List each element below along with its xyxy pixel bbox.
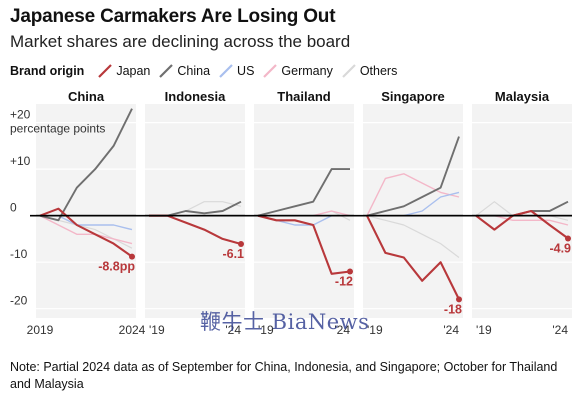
panel-title: China <box>68 89 105 104</box>
footnote: Note: Partial 2024 data as of September … <box>10 360 558 391</box>
panel-title: Malaysia <box>495 89 550 104</box>
y-unit-label: percentage points <box>10 122 105 136</box>
legend-item-us: US <box>219 64 254 78</box>
x-tick-label: '24 <box>225 323 241 337</box>
legend-label-germany: Germany <box>281 64 333 78</box>
panel-title: Singapore <box>381 89 445 104</box>
legend-item-germany: Germany <box>263 64 333 78</box>
series-line-japan <box>257 214 351 275</box>
series-line-germany <box>39 215 133 245</box>
x-tick-label: '24 <box>443 323 459 337</box>
x-tick-label: '19 <box>149 323 165 337</box>
legend-label-china: China <box>177 64 211 78</box>
legend-swatch-japan <box>98 64 113 78</box>
japan-end-label: -4.9 <box>549 241 571 255</box>
small-multiples-chart: +20 +10 0 -10 -20 percentage points China 2019 2… <box>10 89 572 337</box>
legend-swatch-germany <box>263 64 278 78</box>
japan-end-point <box>347 268 353 275</box>
y-tick-label: +20 <box>10 108 31 122</box>
legend-item-others: Others <box>342 64 398 78</box>
y-tick-label: -20 <box>10 294 28 308</box>
x-tick-label: 2024 <box>119 323 146 337</box>
japan-end-point <box>565 235 571 242</box>
series-line-china <box>366 136 460 217</box>
legend-label-us: US <box>237 64 255 78</box>
panel-background-2 <box>254 104 354 318</box>
watermark: 鞭牛士 BiaNews <box>200 310 370 334</box>
series-line-japan <box>475 209 569 240</box>
y-tick-label: 0 <box>10 201 17 215</box>
panel-title: Indonesia <box>165 89 226 104</box>
japan-end-point <box>129 253 135 260</box>
chart-title: Japanese Carmakers Are Losing Out <box>10 6 336 27</box>
x-tick-label: '19 <box>476 323 492 337</box>
series-line-germany <box>366 173 460 217</box>
japan-end-label: -6.1 <box>222 247 244 261</box>
series-line-japan <box>39 207 133 258</box>
x-tick-label: '24 <box>334 323 350 337</box>
chart-subtitle: Market shares are declining across the b… <box>10 32 351 51</box>
legend-swatch-china <box>159 64 174 78</box>
panel-background-4 <box>472 104 572 318</box>
panel-background-3 <box>363 104 463 318</box>
panel-title: Thailand <box>277 89 331 104</box>
panel-background-1 <box>145 104 245 318</box>
japan-end-label: -18 <box>444 302 462 316</box>
x-tick-label: '19 <box>367 323 383 337</box>
legend-label-japan: Japan <box>116 64 151 78</box>
legend-swatch-others <box>342 64 356 78</box>
series-line-china <box>257 168 350 217</box>
japan-end-label: -8.8pp <box>98 260 135 274</box>
legend-label-others: Others <box>359 64 398 78</box>
series-line-others <box>366 215 460 258</box>
series-line-china <box>39 108 133 222</box>
series-line-japan <box>366 215 460 300</box>
japan-end-point <box>456 296 462 303</box>
y-tick-label: -10 <box>10 247 28 261</box>
japan-end-label: -12 <box>335 274 353 288</box>
legend-item-china: China <box>159 64 210 78</box>
legend: Brand origin Japan China US Germany Othe… <box>10 64 406 78</box>
japan-end-point <box>238 241 244 248</box>
y-tick-label: +10 <box>10 154 31 168</box>
legend-item-japan: Japan <box>98 64 150 78</box>
x-tick-label: 2019 <box>27 323 54 337</box>
x-tick-label: '24 <box>552 323 568 337</box>
legend-swatch-us <box>219 64 233 78</box>
x-tick-label: '19 <box>258 323 274 337</box>
legend-heading: Brand origin <box>10 64 85 78</box>
